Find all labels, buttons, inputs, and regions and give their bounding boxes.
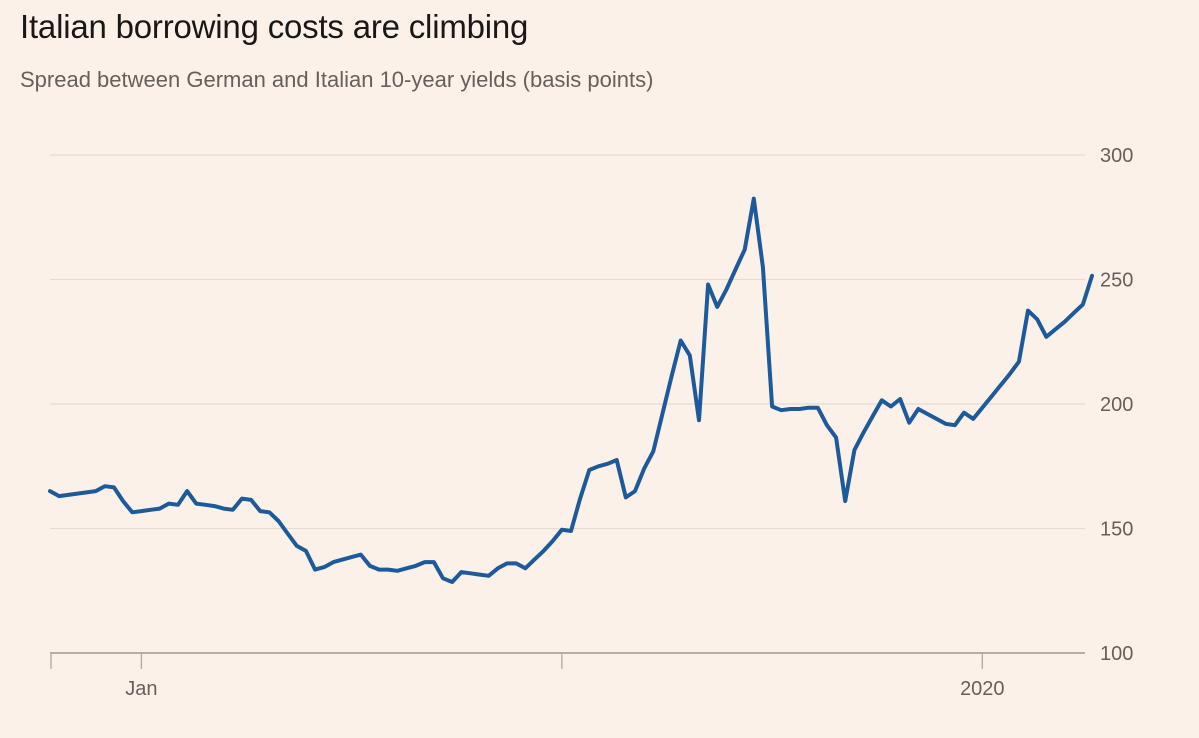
y-tick-label-300: 300 bbox=[1100, 145, 1133, 167]
x-tick-label-2020: 2020 bbox=[960, 678, 1005, 700]
series-line-0 bbox=[48, 196, 1094, 584]
y-tick-label-100: 100 bbox=[1100, 643, 1133, 665]
y-tick-label-200: 200 bbox=[1100, 394, 1133, 416]
y-tick-label-250: 250 bbox=[1100, 270, 1133, 292]
x-tick-label-jan: Jan bbox=[125, 678, 157, 700]
chart-subtitle: Spread between German and Italian 10-yea… bbox=[20, 67, 654, 92]
y-tick-label-150: 150 bbox=[1100, 519, 1133, 541]
chart-title: Italian borrowing costs are climbing bbox=[20, 8, 529, 45]
